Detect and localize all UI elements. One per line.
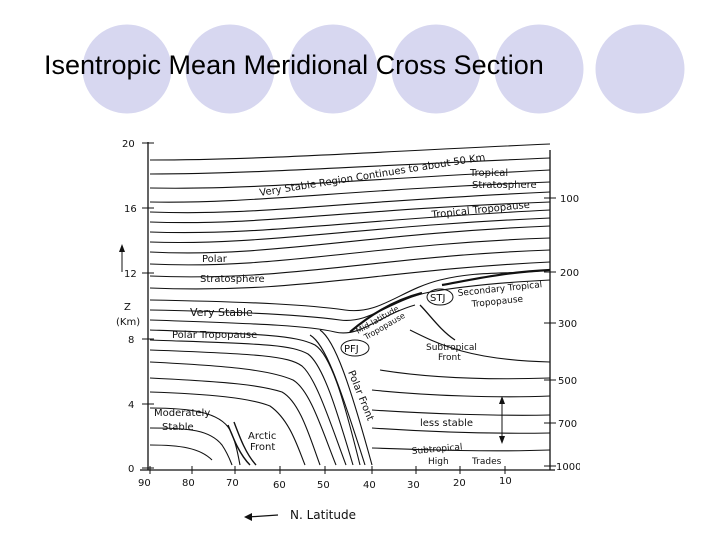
bottom-tick-30: 30 bbox=[407, 480, 420, 491]
left-axis-ticks bbox=[142, 142, 154, 469]
label-trades: Trades bbox=[471, 457, 502, 467]
slide-title: Isentropic Mean Meridional Cross Section bbox=[44, 50, 544, 80]
label-moderately-stable-2: Stable bbox=[162, 422, 194, 433]
label-polar-front: Polar Front bbox=[345, 369, 375, 423]
label-subtropical-high-1: Subtropical bbox=[411, 443, 463, 457]
circle-2 bbox=[180, 19, 280, 119]
label-tropical-strat-1: Tropical bbox=[469, 168, 508, 179]
stability-arrowhead-bottom bbox=[499, 436, 505, 444]
cross-section-diagram: 20 16 12 8 4 0 Z (Km) 100 200 300 500 70… bbox=[116, 139, 580, 522]
decorative-circles bbox=[77, 19, 690, 119]
right-tick-100: 100 bbox=[560, 194, 579, 205]
label-polar-strat-1: Polar bbox=[202, 254, 228, 265]
bottom-tick-60: 60 bbox=[273, 480, 286, 491]
left-tick-4: 4 bbox=[128, 400, 134, 411]
label-tropical-strat-2: Stratosphere bbox=[472, 180, 537, 191]
circle-3 bbox=[283, 19, 383, 119]
bottom-axis-label: N. Latitude bbox=[290, 508, 356, 522]
label-less-stable: less stable bbox=[420, 418, 473, 429]
bottom-tick-40: 40 bbox=[363, 480, 376, 491]
bottom-tick-70: 70 bbox=[226, 478, 239, 489]
bottom-axis-ticks bbox=[149, 466, 506, 474]
left-tick-8: 8 bbox=[128, 335, 134, 346]
label-subtropical-front-2: Front bbox=[438, 353, 461, 363]
label-secondary-tropical-2: Tropopause bbox=[470, 295, 524, 310]
circle-1 bbox=[77, 19, 177, 119]
right-tick-500: 500 bbox=[558, 376, 577, 387]
left-axis-label-km: (Km) bbox=[116, 317, 140, 328]
left-tick-12: 12 bbox=[124, 269, 137, 280]
label-polar-tropopause: Polar Tropopause bbox=[172, 330, 257, 341]
left-up-arrowhead bbox=[119, 244, 125, 252]
circle-4 bbox=[386, 19, 486, 119]
pfj-label: PFJ bbox=[344, 344, 359, 355]
stj-label: STJ bbox=[430, 293, 445, 304]
right-tick-700: 700 bbox=[558, 419, 577, 430]
bottom-left-arrowhead bbox=[244, 513, 252, 521]
bottom-tick-20: 20 bbox=[453, 478, 466, 489]
isentropes bbox=[149, 143, 551, 466]
label-subtropical-front-1: Subtropical bbox=[426, 343, 477, 353]
label-arctic-front-1: Arctic bbox=[248, 431, 276, 442]
label-moderately-stable-1: Moderately bbox=[154, 408, 210, 419]
right-axis-ticks bbox=[544, 197, 556, 467]
label-polar-strat-2: Stratosphere bbox=[200, 274, 265, 285]
label-tropical-tropopause: Tropical Tropopause bbox=[430, 200, 530, 221]
bottom-tick-90: 90 bbox=[138, 478, 151, 489]
right-tick-1000: 1000 bbox=[556, 462, 580, 473]
right-tick-300: 300 bbox=[558, 319, 577, 330]
right-tick-200: 200 bbox=[560, 268, 579, 279]
circle-5 bbox=[489, 19, 589, 119]
circle-6 bbox=[590, 19, 690, 119]
pfj-circle bbox=[340, 339, 370, 357]
circle-row bbox=[77, 19, 690, 119]
bottom-left-arrow bbox=[247, 514, 279, 518]
left-tick-20: 20 bbox=[122, 139, 135, 150]
label-arctic-front-2: Front bbox=[250, 442, 275, 453]
label-very-stable: Very Stable bbox=[190, 306, 253, 319]
left-tick-0: 0 bbox=[128, 464, 134, 475]
left-axis-label-z: Z bbox=[124, 302, 131, 313]
stability-arrowhead-top bbox=[499, 396, 505, 404]
bottom-tick-10: 10 bbox=[499, 476, 512, 487]
left-tick-16: 16 bbox=[124, 204, 137, 215]
bottom-tick-50: 50 bbox=[317, 480, 330, 491]
stj-circle bbox=[426, 288, 454, 306]
bottom-tick-80: 80 bbox=[182, 478, 195, 489]
label-subtropical-high-2: High bbox=[428, 457, 449, 467]
